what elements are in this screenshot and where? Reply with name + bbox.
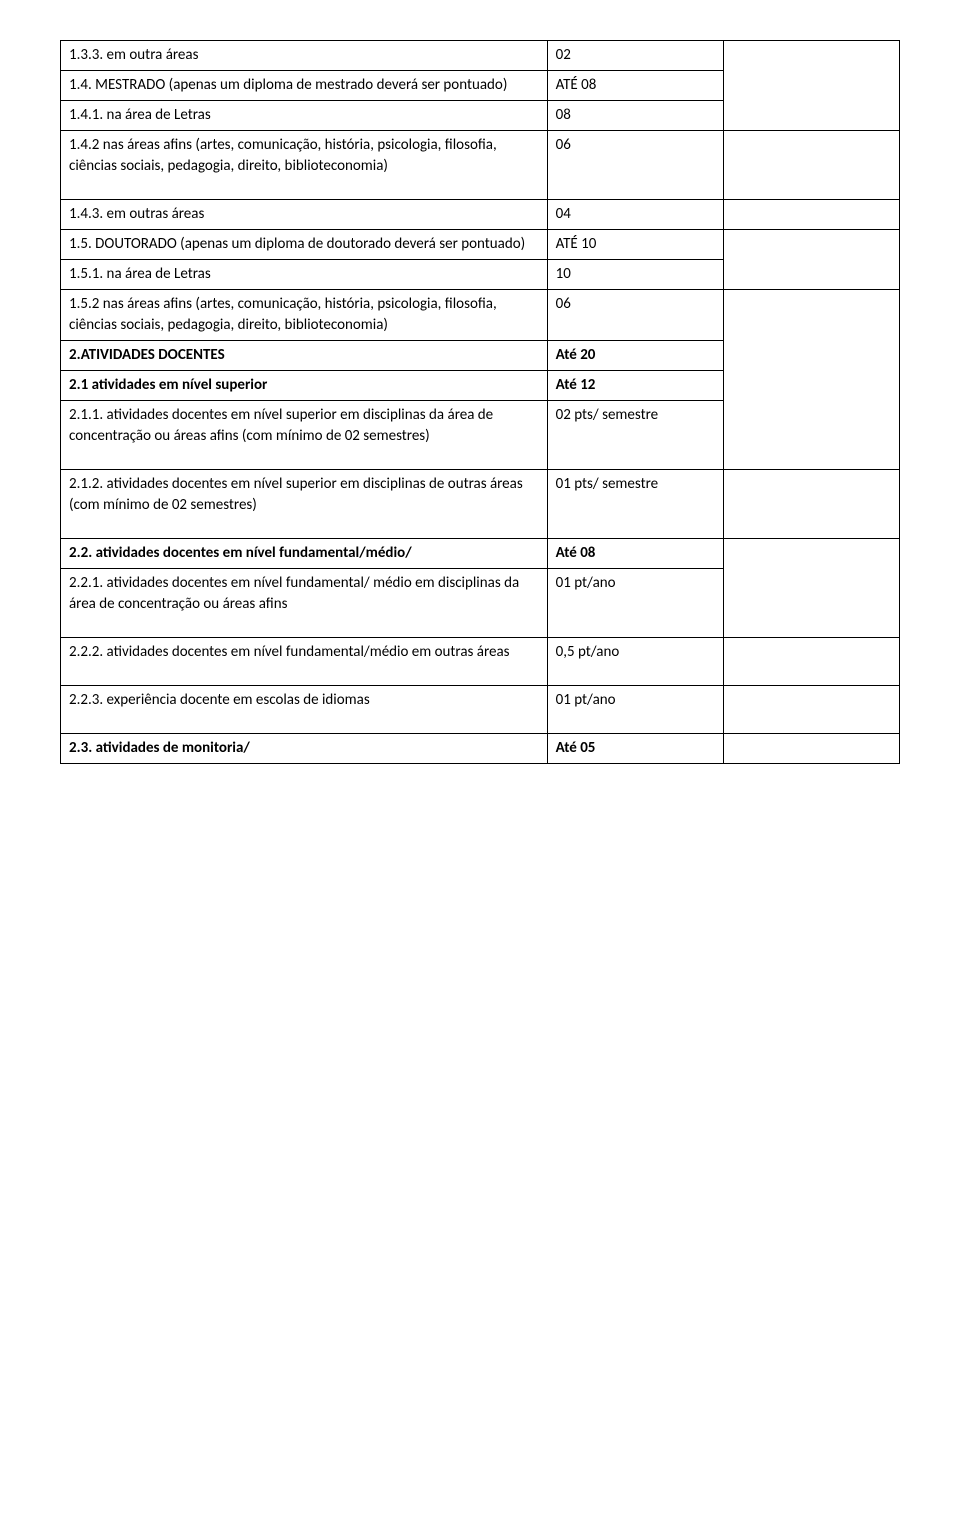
points-cell: 02 pts/ semestre <box>547 401 723 470</box>
blank-cell <box>723 539 899 638</box>
criteria-cell: 2.1 atividades em nível superior <box>61 371 548 401</box>
table-row: 2.2.3. experiência docente em escolas de… <box>61 686 900 734</box>
criteria-cell: 1.4.3. em outras áreas <box>61 200 548 230</box>
blank-cell <box>723 290 899 470</box>
points-cell: ATÉ 08 <box>547 71 723 101</box>
criteria-cell: 1.3.3. em outra áreas <box>61 41 548 71</box>
blank-cell <box>723 131 899 200</box>
points-cell: 01 pts/ semestre <box>547 470 723 539</box>
table-row: 1.4.2 nas áreas afins (artes, comunicaçã… <box>61 131 900 200</box>
criteria-cell: 2.2.1. atividades docentes em nível fund… <box>61 569 548 638</box>
points-cell: 02 <box>547 41 723 71</box>
criteria-cell: 2.ATIVIDADES DOCENTES <box>61 341 548 371</box>
table-row: 2.1.2. atividades docentes em nível supe… <box>61 470 900 539</box>
table-row: 2.3. atividades de monitoria/Até 05 <box>61 734 900 764</box>
points-cell: Até 20 <box>547 341 723 371</box>
table-row: 1.4.3. em outras áreas04 <box>61 200 900 230</box>
blank-cell <box>723 230 899 290</box>
criteria-cell: 2.1.1. atividades docentes em nível supe… <box>61 401 548 470</box>
criteria-cell: 1.5.2 nas áreas afins (artes, comunicaçã… <box>61 290 548 341</box>
points-cell: 06 <box>547 131 723 200</box>
blank-cell <box>723 200 899 230</box>
points-cell: 01 pt/ano <box>547 569 723 638</box>
points-cell: 01 pt/ano <box>547 686 723 734</box>
criteria-cell: 1.5. DOUTORADO (apenas um diploma de dou… <box>61 230 548 260</box>
criteria-cell: 2.3. atividades de monitoria/ <box>61 734 548 764</box>
points-cell: 08 <box>547 101 723 131</box>
table-row: 2.2. atividades docentes em nível fundam… <box>61 539 900 569</box>
criteria-cell: 1.4. MESTRADO (apenas um diploma de mest… <box>61 71 548 101</box>
scoring-table: 1.3.3. em outra áreas02 1.4. MESTRADO (a… <box>60 40 900 764</box>
table-row: 2.2.2. atividades docentes em nível fund… <box>61 638 900 686</box>
blank-cell <box>723 41 899 131</box>
criteria-cell: 1.5.1. na área de Letras <box>61 260 548 290</box>
table-row: 1.5.2 nas áreas afins (artes, comunicaçã… <box>61 290 900 341</box>
points-cell: 0,5 pt/ano <box>547 638 723 686</box>
points-cell: 10 <box>547 260 723 290</box>
criteria-cell: 1.4.2 nas áreas afins (artes, comunicaçã… <box>61 131 548 200</box>
points-cell: Até 12 <box>547 371 723 401</box>
blank-cell <box>723 734 899 764</box>
blank-cell <box>723 686 899 734</box>
table-row: 1.5. DOUTORADO (apenas um diploma de dou… <box>61 230 900 260</box>
criteria-cell: 2.2.2. atividades docentes em nível fund… <box>61 638 548 686</box>
points-cell: 06 <box>547 290 723 341</box>
criteria-cell: 2.2. atividades docentes em nível fundam… <box>61 539 548 569</box>
criteria-cell: 1.4.1. na área de Letras <box>61 101 548 131</box>
blank-cell <box>723 470 899 539</box>
blank-cell <box>723 638 899 686</box>
criteria-cell: 2.1.2. atividades docentes em nível supe… <box>61 470 548 539</box>
points-cell: Até 05 <box>547 734 723 764</box>
points-cell: Até 08 <box>547 539 723 569</box>
points-cell: 04 <box>547 200 723 230</box>
table-row: 1.3.3. em outra áreas02 <box>61 41 900 71</box>
criteria-cell: 2.2.3. experiência docente em escolas de… <box>61 686 548 734</box>
points-cell: ATÉ 10 <box>547 230 723 260</box>
